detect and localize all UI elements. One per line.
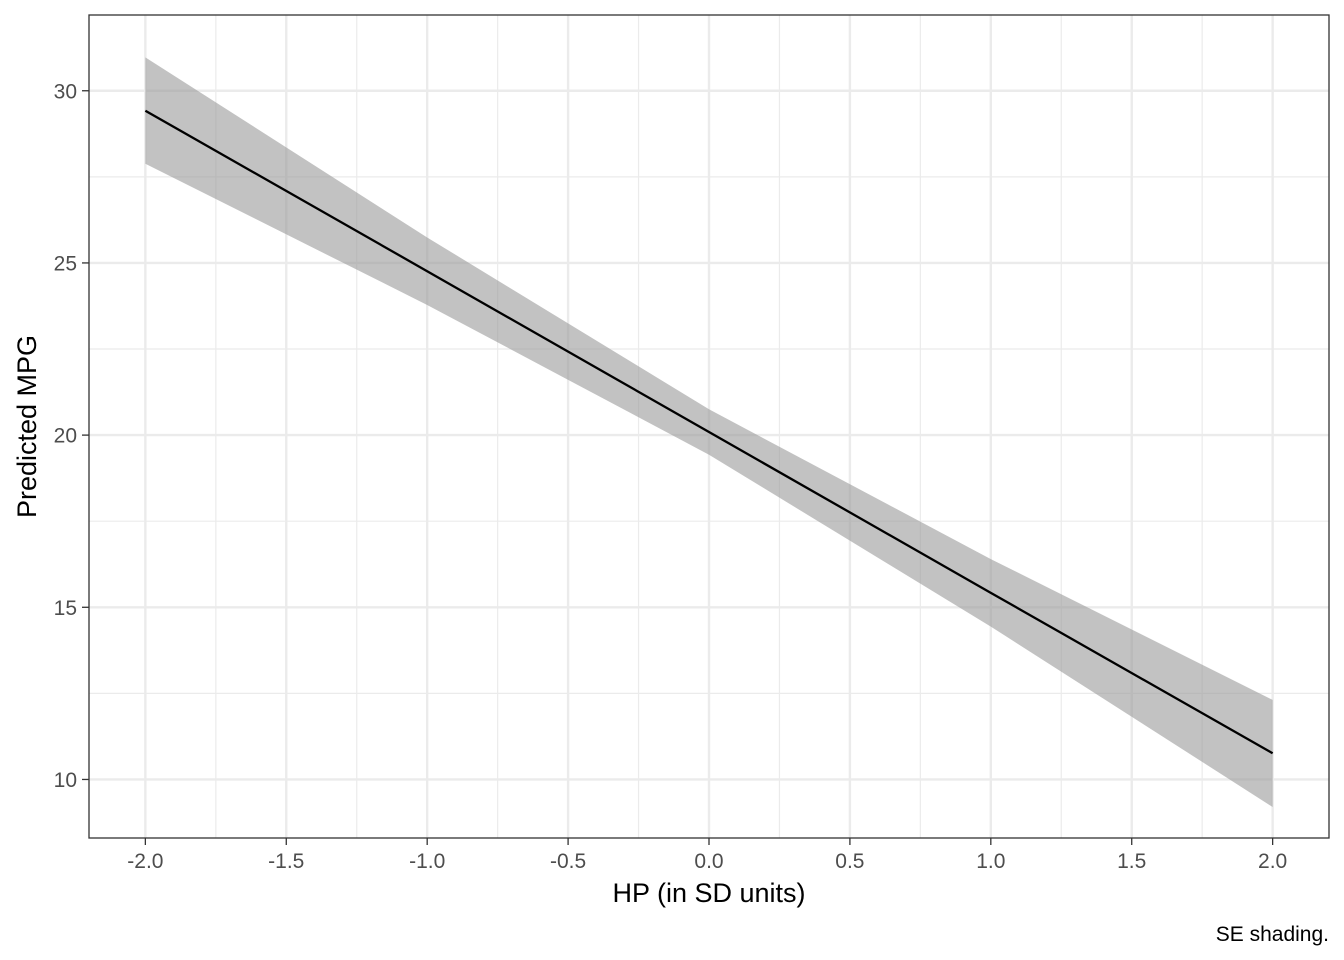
y-axis-ticks: 10 15 20 25 30	[54, 80, 89, 792]
y-axis-title: Predicted MPG	[12, 335, 42, 518]
y-tick-label: 20	[54, 425, 77, 448]
x-tick-label: 2.0	[1258, 850, 1287, 873]
x-axis-title: HP (in SD units)	[612, 878, 805, 908]
y-tick-label: 30	[54, 80, 77, 103]
y-tick-label: 25	[54, 252, 77, 275]
y-tick-label: 15	[54, 597, 77, 620]
x-tick-label: -1.0	[409, 850, 445, 873]
x-tick-label: 0.0	[694, 850, 723, 873]
x-axis-ticks: -2.0 -1.5 -1.0 -0.5 0.0 0.5 1.0 1.5 2.0	[127, 838, 1287, 873]
x-tick-label: 1.5	[1117, 850, 1146, 873]
fit-line	[144, 109, 1274, 755]
x-tick-label: 0.5	[835, 850, 864, 873]
x-tick-label: -2.0	[127, 850, 163, 873]
x-tick-label: 1.0	[976, 850, 1005, 873]
caption: SE shading.	[1216, 923, 1329, 946]
x-tick-label: -0.5	[550, 850, 586, 873]
y-tick-label: 10	[54, 769, 77, 792]
x-tick-label: -1.5	[268, 850, 304, 873]
